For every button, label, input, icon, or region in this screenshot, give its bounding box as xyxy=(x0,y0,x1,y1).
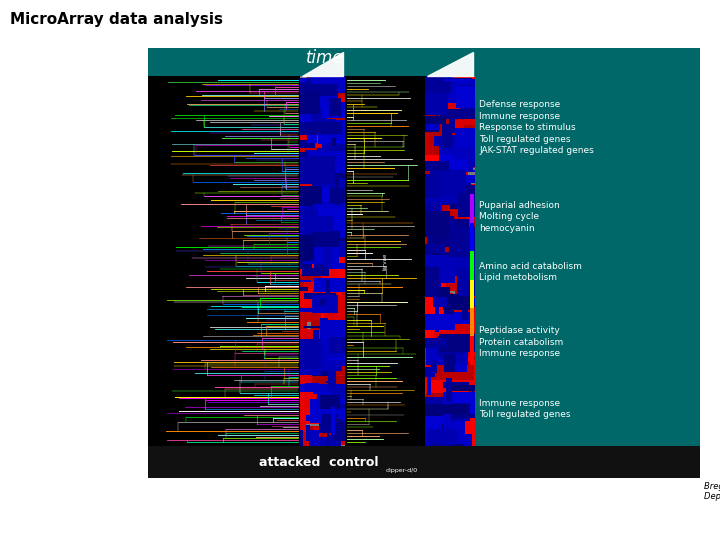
Bar xyxy=(148,48,700,478)
Text: time: time xyxy=(306,49,343,67)
Bar xyxy=(148,446,700,478)
Bar xyxy=(470,280,474,308)
Text: Bregje Wertheim at the Centre for Evolutionary Genomics,
Department of Biology, : Bregje Wertheim at the Centre for Evolut… xyxy=(704,482,720,502)
Bar xyxy=(470,223,474,251)
Text: Amino acid catabolism
Lipid metobolism: Amino acid catabolism Lipid metobolism xyxy=(479,262,582,282)
Text: dipper-d/0: dipper-d/0 xyxy=(386,468,418,473)
Text: Defense response
Immune response
Response to stimulus
Toll regulated genes
JAK-S: Defense response Immune response Respons… xyxy=(479,100,594,155)
Text: attacked  control: attacked control xyxy=(259,456,379,469)
Text: Peptidase activity
Protein catabolism
Immune response: Peptidase activity Protein catabolism Im… xyxy=(479,327,563,359)
Bar xyxy=(470,336,474,365)
Polygon shape xyxy=(302,52,343,76)
Bar xyxy=(470,308,474,336)
Bar xyxy=(470,251,474,280)
Text: Puparial adhesion
Molting cycle
hemocyanin: Puparial adhesion Molting cycle hemocyan… xyxy=(479,201,559,233)
Polygon shape xyxy=(427,52,473,76)
Text: larvae: larvae xyxy=(382,252,387,269)
Text: MicroArray data analysis: MicroArray data analysis xyxy=(10,12,223,27)
Bar xyxy=(345,76,425,478)
Bar xyxy=(470,194,474,223)
Bar xyxy=(148,76,300,478)
Text: Immune response
Toll regulated genes: Immune response Toll regulated genes xyxy=(479,399,570,419)
